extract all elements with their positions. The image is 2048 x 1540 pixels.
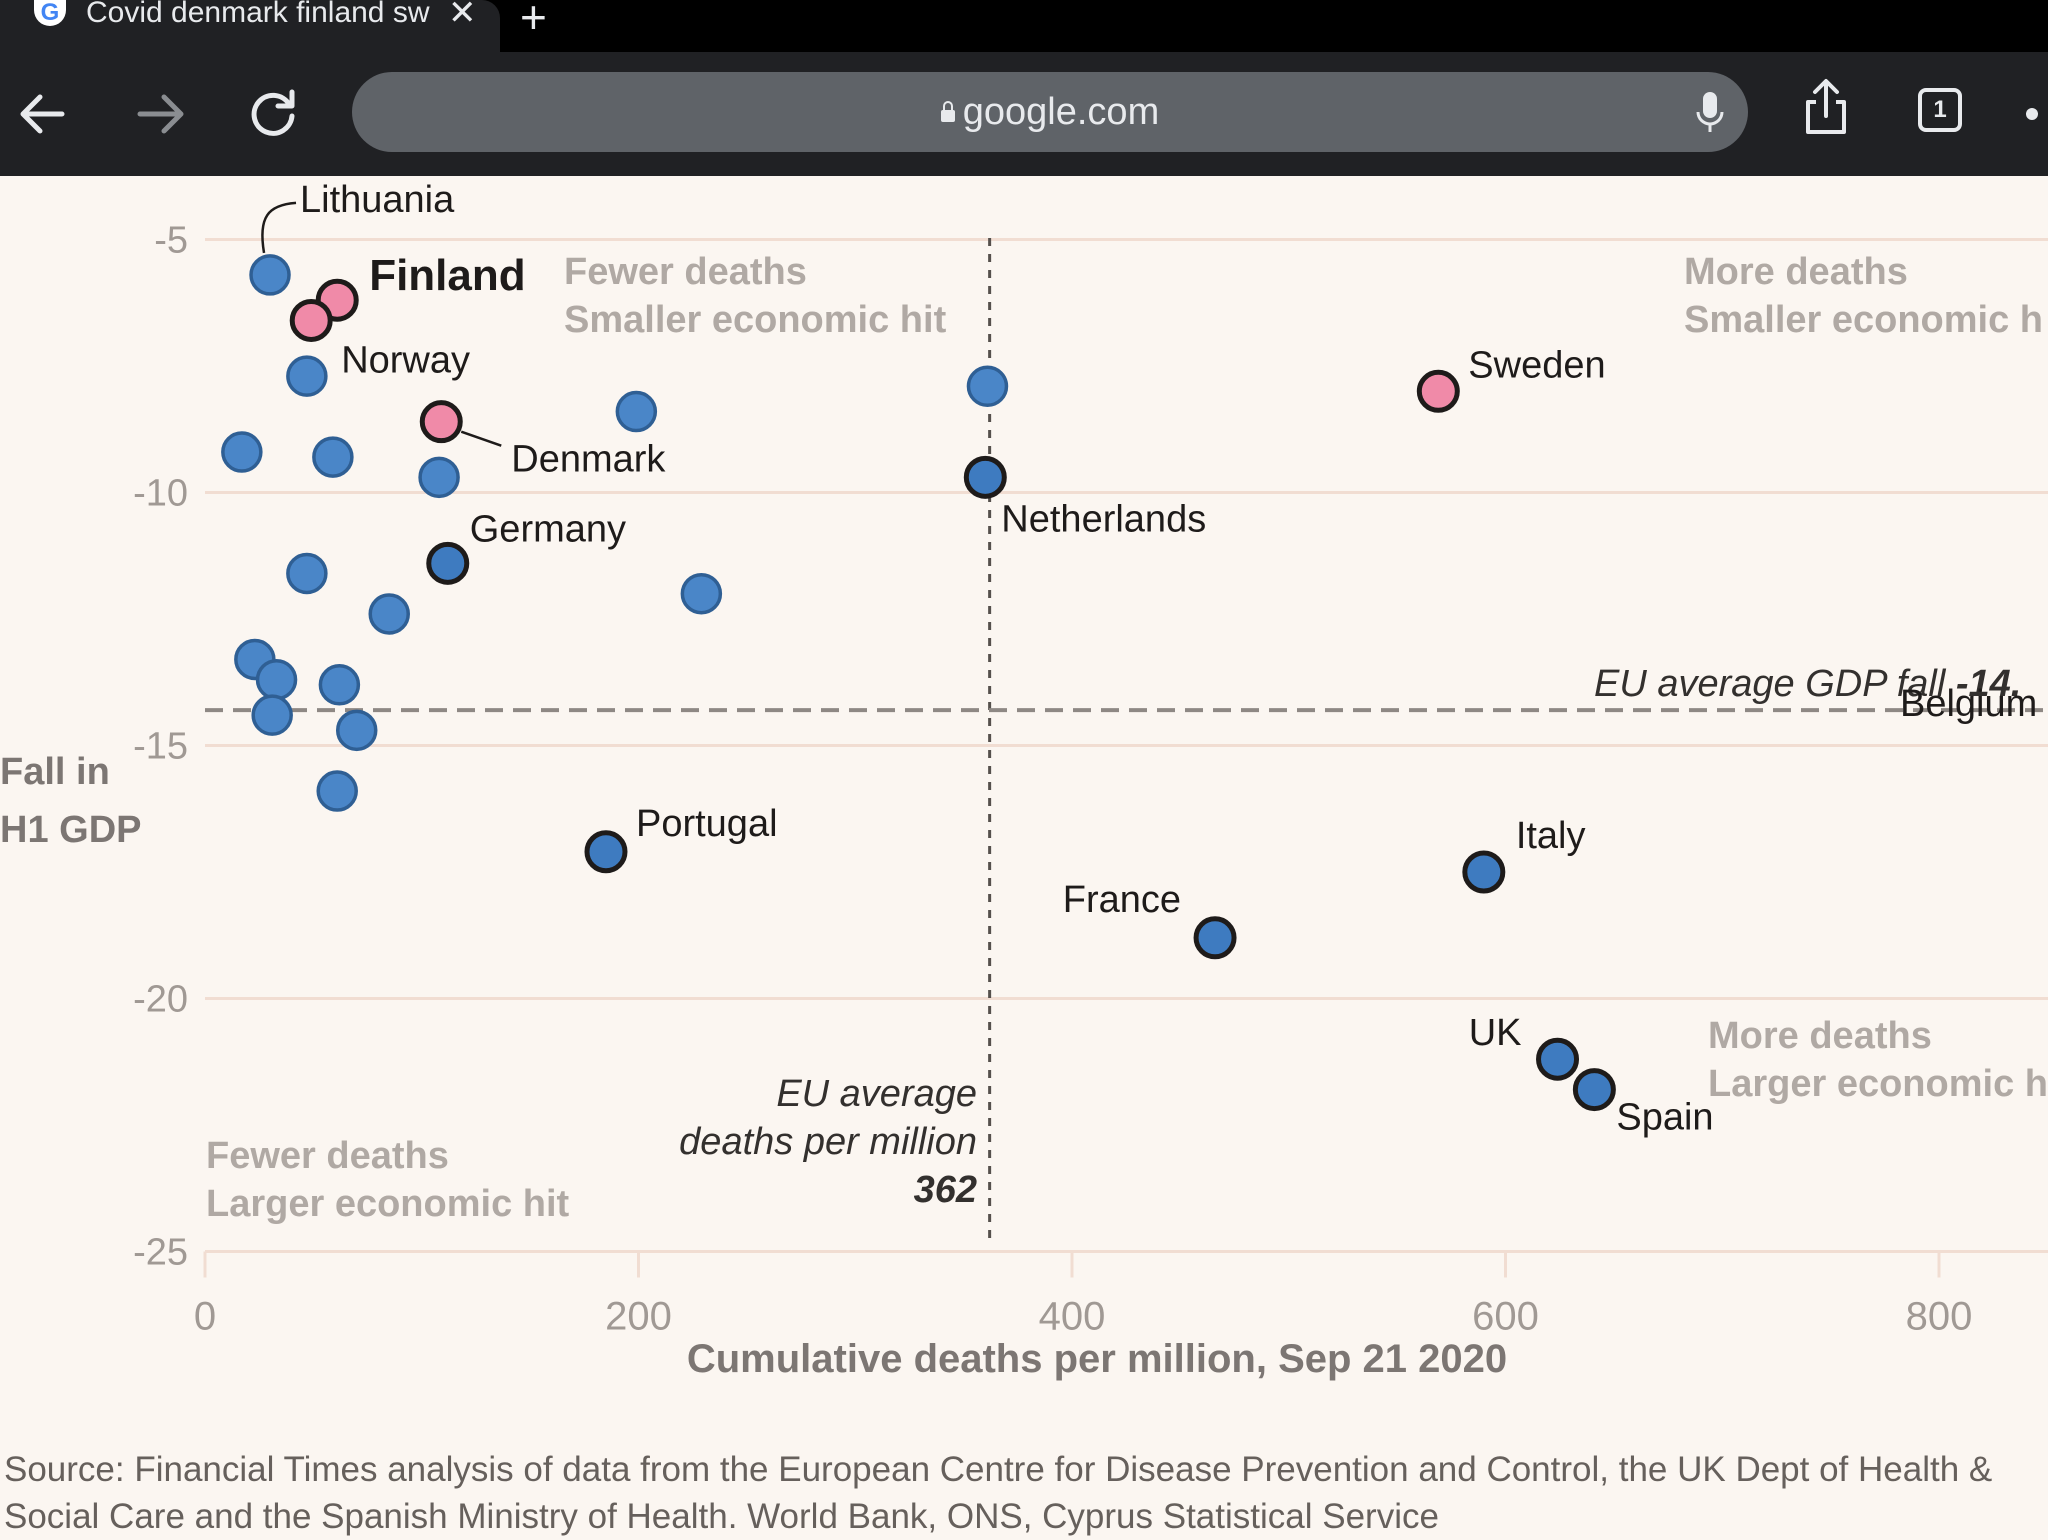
data-point xyxy=(418,456,460,499)
x-tick-label: 600 xyxy=(1472,1295,1539,1339)
url-text: google.com xyxy=(962,91,1160,133)
y-tick-label: -15 xyxy=(133,726,188,768)
quadrant-label: Fewer deaths xyxy=(206,1135,449,1177)
close-icon[interactable]: ✕ xyxy=(448,0,477,32)
more-menu-icon[interactable] xyxy=(2026,108,2038,120)
y-axis-title-line: H1 GDP xyxy=(0,809,141,851)
quadrant-label: Smaller economic h xyxy=(1684,299,2043,341)
source-line-2: Social Care and the Spanish Ministry of … xyxy=(4,1497,1439,1536)
data-point xyxy=(419,400,463,444)
back-arrow-icon[interactable] xyxy=(12,82,76,146)
y-tick-label: -20 xyxy=(133,979,188,1021)
quadrant-label: Larger economic hit xyxy=(206,1183,570,1225)
data-point xyxy=(1416,369,1460,413)
data-points xyxy=(221,254,1616,1112)
data-point xyxy=(1536,1037,1580,1081)
data-point xyxy=(584,830,628,874)
browser-toolbar: google.com 1 xyxy=(0,52,2048,176)
x-tick-label: 400 xyxy=(1039,1295,1106,1339)
data-point xyxy=(963,455,1007,499)
point-label: Italy xyxy=(1516,815,1586,857)
data-point xyxy=(1462,850,1506,894)
data-point xyxy=(249,254,291,296)
point-label: France xyxy=(1063,879,1181,921)
x-tick-label: 200 xyxy=(605,1295,672,1339)
y-tick-label: -5 xyxy=(154,220,188,262)
point-label: Norway xyxy=(341,339,470,381)
point-label: Spain xyxy=(1616,1097,1713,1139)
data-point xyxy=(318,664,361,706)
y-tick-label: -10 xyxy=(133,473,188,515)
point-label: Germany xyxy=(470,508,626,550)
x-tick-label: 800 xyxy=(1906,1295,1973,1339)
point-label: Portugal xyxy=(636,803,778,845)
data-point xyxy=(286,552,328,595)
forward-arrow-icon[interactable] xyxy=(128,82,192,146)
point-label: Belgium xyxy=(1900,683,2037,725)
data-point xyxy=(312,436,354,478)
address-bar[interactable]: google.com xyxy=(352,72,1748,152)
tab-title: Covid denmark finland sw xyxy=(86,0,430,29)
data-point xyxy=(426,541,470,585)
y-axis-title-line: Fall in xyxy=(0,751,110,793)
eu-average-gdp-label: EU average GDP fall -14. xyxy=(1594,663,2021,705)
point-label: Sweden xyxy=(1468,344,1605,386)
microphone-icon[interactable] xyxy=(1694,90,1726,136)
quadrant-label: Larger economic h xyxy=(1708,1063,2048,1105)
browser-tab[interactable]: G Covid denmark finland sw ✕ xyxy=(0,0,500,52)
scatter-chart: -5 -10 -15 -20 -250 200 400 600 800 Cumulative d… xyxy=(0,179,2048,1381)
chart-annotations: Cumulative deaths per million, Sep 21 20… xyxy=(0,179,2048,1381)
quadrant-label: More deaths xyxy=(1684,251,1908,293)
data-point xyxy=(966,365,1009,407)
reload-icon[interactable] xyxy=(242,82,306,146)
point-label: Denmark xyxy=(511,439,666,481)
eu-average-deaths-label: deaths per million xyxy=(679,1121,977,1163)
eu-average-deaths-label: EU average xyxy=(776,1073,977,1115)
point-label: UK xyxy=(1469,1012,1522,1054)
eu-average-deaths-value: 362 xyxy=(914,1169,977,1211)
data-point xyxy=(286,355,328,397)
data-point xyxy=(289,298,333,342)
data-point xyxy=(335,709,378,752)
share-icon[interactable] xyxy=(1794,76,1858,140)
source-line-1: Source: Financial Times analysis of data… xyxy=(4,1450,1993,1489)
tab-switcher-icon[interactable]: 1 xyxy=(1918,88,1962,132)
source-note: Source: Financial Times analysis of data… xyxy=(4,1446,2048,1540)
data-point xyxy=(368,593,410,635)
quadrant-label: Fewer deaths xyxy=(564,251,807,293)
data-point xyxy=(221,431,263,473)
quadrant-label: More deaths xyxy=(1708,1015,1932,1057)
point-label: Finland xyxy=(369,251,525,300)
tab-strip: G Covid denmark finland sw ✕ + xyxy=(0,0,2048,52)
plus-icon[interactable]: + xyxy=(520,0,547,43)
point-label: Lithuania xyxy=(300,179,455,221)
data-point xyxy=(680,572,723,615)
data-point xyxy=(251,694,293,736)
data-point xyxy=(615,390,658,433)
data-point xyxy=(1572,1068,1616,1112)
lock-icon xyxy=(940,101,955,122)
point-label: Netherlands xyxy=(1001,498,1206,540)
y-tick-label: -25 xyxy=(133,1232,188,1274)
x-tick-label: 0 xyxy=(194,1295,216,1339)
data-point xyxy=(316,770,358,812)
google-favicon-icon: G xyxy=(34,0,66,26)
leader-line xyxy=(460,430,502,447)
data-point xyxy=(255,658,298,701)
leader-line xyxy=(261,201,297,254)
x-axis-title: Cumulative deaths per million, Sep 21 20… xyxy=(687,1337,1507,1381)
grid: -5 -10 -15 -20 -250 200 400 600 800 xyxy=(133,220,2048,1339)
data-point xyxy=(1193,916,1237,960)
quadrant-label: Smaller economic hit xyxy=(564,299,947,341)
